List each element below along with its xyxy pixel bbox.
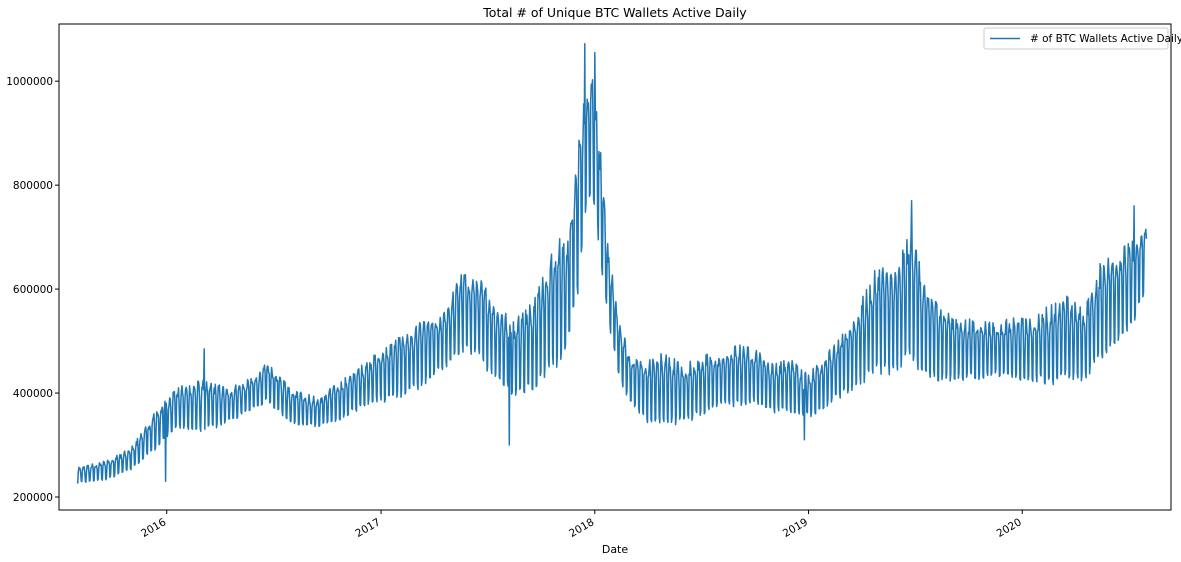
x-axis-label: Date — [602, 543, 629, 556]
y-tick-label: 200000 — [13, 492, 53, 504]
series-layer — [76, 43, 1148, 484]
x-tick-label: 2020 — [995, 516, 1024, 540]
y-axis: 200000 400000 600000 800000 1000000 — [6, 76, 59, 504]
x-axis: 2016 2017 2018 2019 2020 — [139, 510, 1024, 540]
x-tick-label: 2019 — [781, 516, 810, 540]
x-tick-label: 2018 — [567, 516, 596, 540]
legend-entry-label: # of BTC Wallets Active Daily — [1030, 33, 1181, 45]
chart-title: Total # of Unique BTC Wallets Active Dai… — [482, 5, 747, 20]
series-line — [76, 43, 1148, 484]
legend: # of BTC Wallets Active Daily — [983, 27, 1181, 50]
legend-box — [983, 27, 1169, 50]
y-tick-label: 800000 — [13, 180, 53, 192]
plot-frame — [58, 23, 1172, 511]
x-tick-label: 2017 — [353, 516, 382, 540]
y-tick-label: 400000 — [13, 388, 53, 400]
y-tick-label: 600000 — [13, 284, 53, 296]
x-tick-label: 2016 — [139, 516, 168, 540]
y-tick-label: 1000000 — [6, 76, 53, 88]
